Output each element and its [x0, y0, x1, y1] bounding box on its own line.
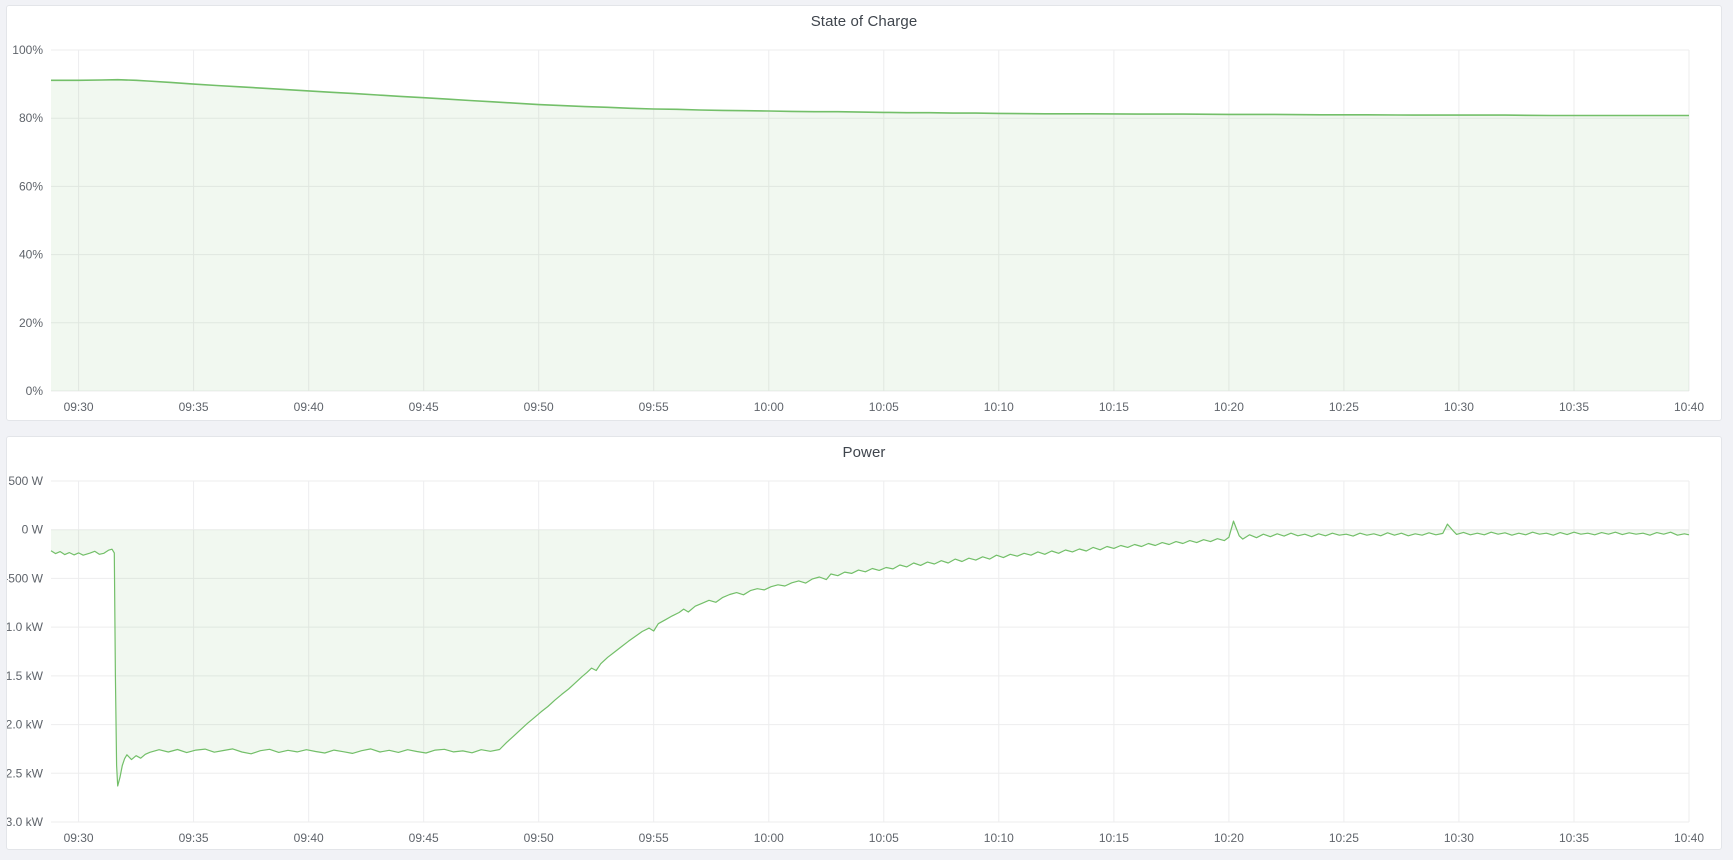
x-tick-label: 10:20 — [1214, 400, 1244, 414]
panel-state-of-charge: State of Charge 100% 80% 60% 40% 20% 0% 09:30 0… — [6, 5, 1722, 421]
x-tick-label: 10:25 — [1329, 400, 1359, 414]
series-line — [50, 520, 1690, 787]
y-tick-label: -1.5 kW — [7, 669, 44, 683]
y-tick-label: 20% — [19, 316, 43, 330]
y-tick-label: -2.5 kW — [7, 766, 44, 780]
y-tick-label: 0 W — [22, 523, 44, 537]
y-tick-label: -2.0 kW — [7, 718, 44, 732]
state-of-charge-chart-canvas[interactable]: 100% 80% 60% 40% 20% 0% 09:30 09:35 09:40 09:45 09… — [7, 6, 1721, 420]
x-tick-label: 09:35 — [179, 831, 209, 845]
x-tick-label: 10:00 — [754, 400, 784, 414]
x-tick-label: 09:50 — [524, 831, 554, 845]
series-line — [51, 78, 1689, 117]
x-tick-label: 09:35 — [179, 400, 209, 414]
x-tick-label: 10:10 — [984, 831, 1014, 845]
y-tick-label: -3.0 kW — [7, 815, 44, 829]
x-tick-label: 10:05 — [869, 400, 899, 414]
y-tick-label: 80% — [19, 111, 43, 125]
x-tick-label: 10:40 — [1674, 400, 1704, 414]
x-tick-label: 10:40 — [1674, 831, 1704, 845]
x-tick-label: 09:55 — [639, 400, 669, 414]
x-tick-label: 10:35 — [1559, 400, 1589, 414]
x-tick-label: 10:30 — [1444, 400, 1474, 414]
power-chart-canvas[interactable]: 500 W 0 W -500 W -1.0 kW -1.5 kW -2.0 kW -2.5 … — [7, 437, 1721, 849]
x-tick-label: 10:10 — [984, 400, 1014, 414]
y-tick-label: -1.0 kW — [7, 620, 44, 634]
x-tick-label: 09:40 — [294, 831, 324, 845]
y-tick-label: 60% — [19, 179, 43, 193]
x-tick-label: 10:05 — [869, 831, 899, 845]
y-tick-label: 0% — [26, 384, 44, 398]
x-tick-label: 09:40 — [294, 400, 324, 414]
series-area — [51, 79, 1689, 391]
x-tick-label: 10:15 — [1099, 400, 1129, 414]
x-tick-label: 09:55 — [639, 831, 669, 845]
y-tick-label: -500 W — [7, 571, 44, 585]
y-tick-label: 500 W — [8, 474, 43, 488]
panel-power: Power 500 W 0 W -500 W -1.0 kW -1.5 kW -2.0 k… — [6, 436, 1722, 850]
y-tick-label: 100% — [12, 43, 43, 57]
x-tick-label: 09:50 — [524, 400, 554, 414]
x-tick-label: 09:45 — [409, 831, 439, 845]
panel-title-state-of-charge[interactable]: State of Charge — [810, 13, 918, 30]
x-tick-label: 09:45 — [409, 400, 439, 414]
panel-title-power[interactable]: Power — [842, 444, 886, 461]
x-tick-label: 09:30 — [64, 831, 94, 845]
series-area — [51, 521, 1689, 786]
x-tick-label: 10:20 — [1214, 831, 1244, 845]
x-tick-label: 10:30 — [1444, 831, 1474, 845]
x-tick-label: 09:30 — [64, 400, 94, 414]
x-tick-label: 10:00 — [754, 831, 784, 845]
x-tick-label: 10:15 — [1099, 831, 1129, 845]
x-tick-label: 10:35 — [1559, 831, 1589, 845]
y-tick-label: 40% — [19, 248, 43, 262]
x-tick-label: 10:25 — [1329, 831, 1359, 845]
